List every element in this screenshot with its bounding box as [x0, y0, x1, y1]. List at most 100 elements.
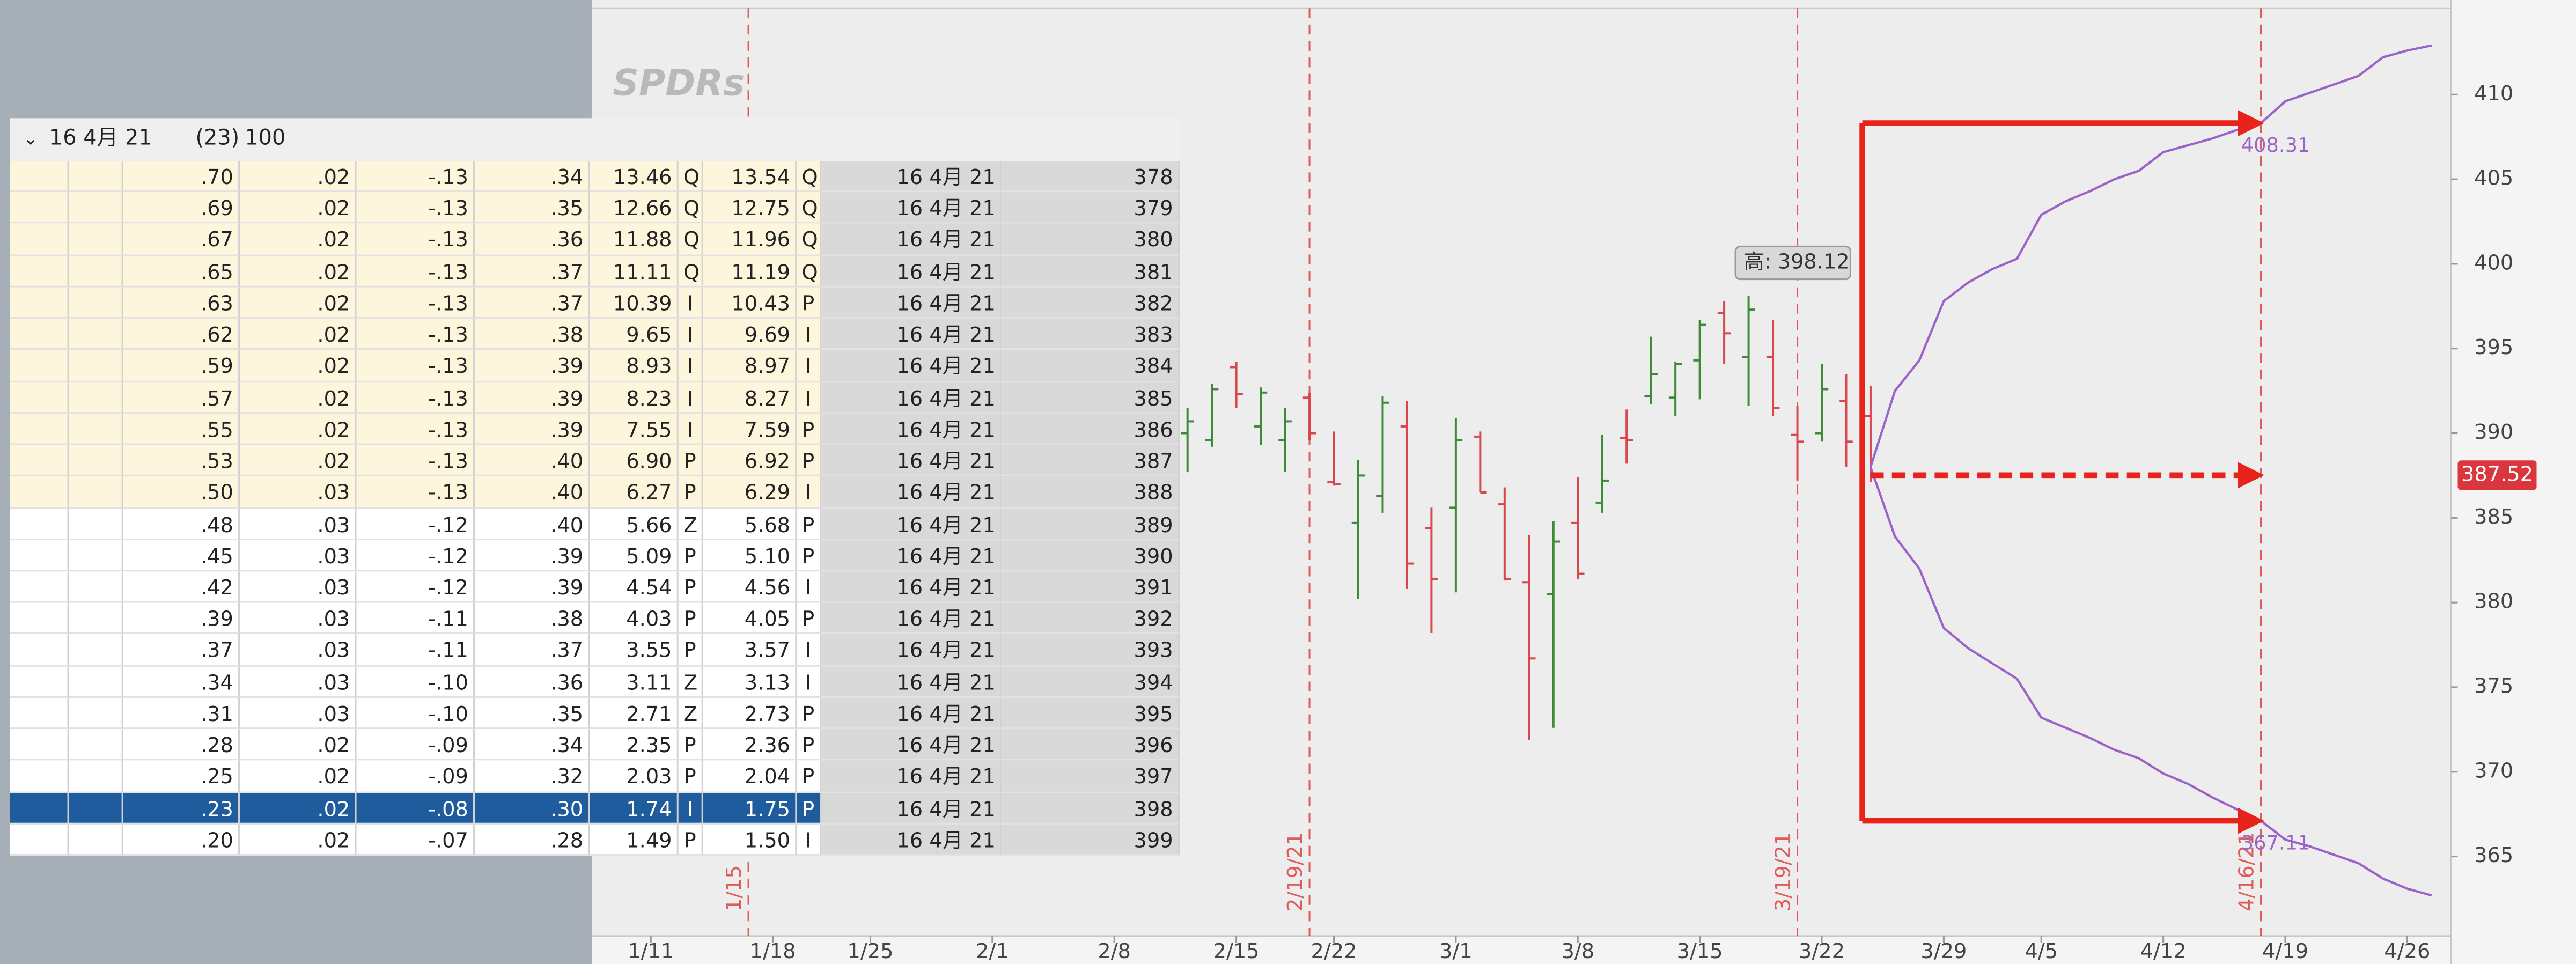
cell[interactable]: P: [797, 729, 822, 761]
cell[interactable]: -.13: [356, 161, 475, 193]
cell[interactable]: .59: [123, 350, 240, 382]
cell[interactable]: 392: [1002, 603, 1180, 635]
cell[interactable]: .02: [240, 350, 357, 382]
empty-cell[interactable]: [10, 350, 69, 382]
cell[interactable]: 8.23: [590, 382, 679, 414]
cell[interactable]: -.11: [356, 635, 475, 666]
empty-cell[interactable]: [69, 382, 123, 414]
cell[interactable]: I: [797, 666, 822, 698]
cell[interactable]: 16 4月 21: [821, 413, 1003, 445]
cell[interactable]: .03: [240, 571, 357, 604]
cell[interactable]: 4.56: [703, 571, 797, 604]
cell[interactable]: .37: [475, 635, 590, 666]
cell[interactable]: -.12: [356, 540, 475, 572]
cell[interactable]: .36: [475, 224, 590, 256]
cell[interactable]: 16 4月 21: [821, 729, 1003, 761]
cell[interactable]: 6.29: [703, 476, 797, 509]
cell[interactable]: .39: [123, 603, 240, 635]
cell[interactable]: .02: [240, 161, 357, 193]
cell[interactable]: 13.46: [590, 161, 679, 193]
cell[interactable]: .03: [240, 666, 357, 698]
cell[interactable]: 4.54: [590, 571, 679, 604]
cell[interactable]: 16 4月 21: [821, 476, 1003, 509]
cell[interactable]: .55: [123, 413, 240, 445]
empty-cell[interactable]: [69, 224, 123, 256]
cell[interactable]: P: [678, 761, 703, 793]
cell[interactable]: .65: [123, 255, 240, 288]
cell[interactable]: 378: [1002, 161, 1180, 193]
cell[interactable]: Q: [678, 224, 703, 256]
empty-cell[interactable]: [69, 761, 123, 793]
group-header[interactable]: ⌄ 16 4月 21 (23) 100: [10, 118, 1180, 163]
cell[interactable]: 4.03: [590, 603, 679, 635]
empty-cell[interactable]: [10, 824, 69, 856]
empty-cell[interactable]: [69, 792, 123, 825]
cell[interactable]: Q: [797, 224, 822, 256]
cell[interactable]: 16 4月 21: [821, 792, 1003, 825]
cell[interactable]: 16 4月 21: [821, 445, 1003, 477]
cell[interactable]: 396: [1002, 729, 1180, 761]
empty-cell[interactable]: [69, 697, 123, 730]
empty-cell[interactable]: [69, 413, 123, 445]
empty-cell[interactable]: [69, 445, 123, 477]
empty-cell[interactable]: [10, 603, 69, 635]
cell[interactable]: 1.50: [703, 824, 797, 856]
cell[interactable]: .34: [475, 729, 590, 761]
cell[interactable]: 16 4月 21: [821, 382, 1003, 414]
cell[interactable]: 16 4月 21: [821, 319, 1003, 351]
empty-cell[interactable]: [69, 161, 123, 193]
cell[interactable]: .03: [240, 697, 357, 730]
empty-cell[interactable]: [69, 540, 123, 572]
cell[interactable]: I: [678, 319, 703, 351]
cell[interactable]: 7.59: [703, 413, 797, 445]
cell[interactable]: 16 4月 21: [821, 224, 1003, 256]
cell[interactable]: 399: [1002, 824, 1180, 856]
cell[interactable]: 8.93: [590, 350, 679, 382]
cell[interactable]: .38: [475, 319, 590, 351]
cell[interactable]: -.12: [356, 571, 475, 604]
cell[interactable]: I: [797, 824, 822, 856]
cell[interactable]: P: [797, 697, 822, 730]
cell[interactable]: .38: [475, 603, 590, 635]
cell[interactable]: -.13: [356, 413, 475, 445]
cell[interactable]: P: [797, 603, 822, 635]
cell[interactable]: 11.19: [703, 255, 797, 288]
cell[interactable]: .36: [475, 666, 590, 698]
cell[interactable]: .34: [475, 161, 590, 193]
cell[interactable]: 16 4月 21: [821, 571, 1003, 604]
empty-cell[interactable]: [69, 287, 123, 319]
cell[interactable]: I: [797, 635, 822, 666]
cell[interactable]: 382: [1002, 287, 1180, 319]
cell[interactable]: .34: [123, 666, 240, 698]
cell[interactable]: 2.71: [590, 697, 679, 730]
cell[interactable]: Q: [678, 161, 703, 193]
cell[interactable]: 16 4月 21: [821, 255, 1003, 288]
cell[interactable]: I: [797, 319, 822, 351]
cell[interactable]: 5.66: [590, 508, 679, 540]
empty-cell[interactable]: [10, 571, 69, 604]
cell[interactable]: .48: [123, 508, 240, 540]
cell[interactable]: 11.11: [590, 255, 679, 288]
cell[interactable]: .40: [475, 476, 590, 509]
cell[interactable]: -.13: [356, 192, 475, 224]
empty-cell[interactable]: [69, 192, 123, 224]
cell[interactable]: 6.27: [590, 476, 679, 509]
cell[interactable]: 398: [1002, 792, 1180, 825]
empty-cell[interactable]: [10, 192, 69, 224]
chevron[interactable]: ⌄: [23, 128, 39, 150]
cell[interactable]: 2.03: [590, 761, 679, 793]
cell[interactable]: I: [797, 476, 822, 509]
cell[interactable]: .39: [475, 571, 590, 604]
cell[interactable]: .39: [475, 382, 590, 414]
cell[interactable]: 16 4月 21: [821, 508, 1003, 540]
empty-cell[interactable]: [10, 666, 69, 698]
cell[interactable]: .03: [240, 508, 357, 540]
cell[interactable]: .67: [123, 224, 240, 256]
cell[interactable]: .02: [240, 761, 357, 793]
cell[interactable]: I: [678, 350, 703, 382]
cell[interactable]: Z: [678, 697, 703, 730]
empty-cell[interactable]: [10, 540, 69, 572]
cell[interactable]: .42: [123, 571, 240, 604]
cell[interactable]: -.13: [356, 445, 475, 477]
cell[interactable]: 16 4月 21: [821, 666, 1003, 698]
